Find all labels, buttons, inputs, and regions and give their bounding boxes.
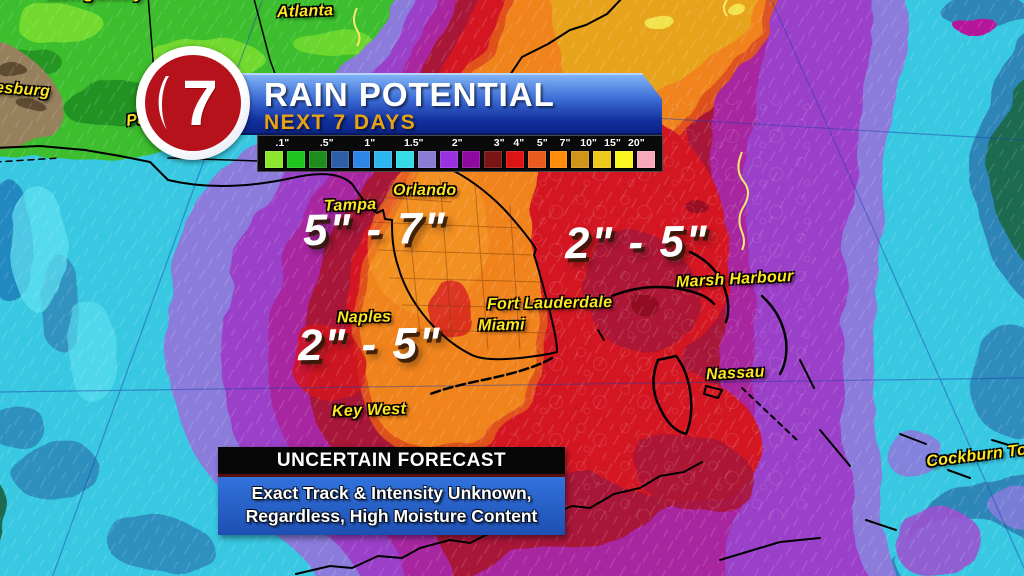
legend-swatch: [614, 150, 635, 169]
callout-line2: Regardless, High Moisture Content: [245, 506, 538, 526]
legend-label: 5": [536, 137, 548, 149]
logo-ring-icon: [145, 55, 241, 151]
callout-divider: [218, 474, 565, 477]
legend-label: 20": [628, 137, 645, 149]
map-label-orlando: Orlando: [393, 182, 457, 199]
header-banner: RAIN POTENTIAL NEXT 7 DAYS: [218, 73, 662, 135]
map-label-miami: Miami: [477, 316, 525, 335]
legend-swatch: [307, 150, 328, 169]
legend-label: .1": [275, 137, 290, 149]
amount-central-florida: 5" - 7": [302, 203, 448, 256]
rivers: [353, 0, 749, 251]
legend-swatch: [264, 150, 284, 169]
map-label-atlanta: Atlanta: [276, 2, 334, 21]
page-subtitle: NEXT 7 DAYS: [264, 111, 417, 134]
legend-swatch: [548, 150, 569, 169]
map-label-nassau: Nassau: [705, 363, 766, 384]
amount-atlantic: 2" - 5": [564, 216, 710, 269]
legend-label: 4": [513, 137, 525, 149]
legend-swatch: [570, 150, 591, 169]
legend-labels: .1" .5" 1" 1.5" 2" 3" 4" 5" 7" 10" 15" 20": [264, 137, 656, 150]
callout-body: Exact Track & Intensity Unknown, Regardl…: [218, 477, 565, 535]
callout-line1: Exact Track & Intensity Unknown,: [251, 483, 532, 503]
legend-label: 7": [559, 137, 571, 149]
legend-label: 3": [493, 137, 505, 149]
legend-swatch: [285, 150, 306, 169]
legend-label: .5": [319, 137, 334, 149]
legend-swatches: [264, 150, 657, 169]
legend-swatch: [439, 150, 460, 169]
legend-swatch: [417, 150, 438, 169]
legend-label: 1": [364, 137, 376, 149]
legend-swatch: [592, 150, 613, 169]
legend-swatch: [395, 150, 416, 169]
legend-label: 15": [604, 137, 621, 149]
map-label-key-west: Key West: [331, 400, 407, 421]
legend-swatch: [373, 150, 394, 169]
map-label-montgomery: Montgomery: [45, 0, 144, 3]
channel-7-logo: 7: [136, 46, 250, 160]
page-title: RAIN POTENTIAL: [264, 76, 555, 113]
legend-swatch: [461, 150, 481, 169]
legend-label: 2": [451, 137, 463, 149]
county-lines: [361, 177, 553, 351]
legend-label: 1.5": [403, 137, 424, 149]
amount-south-florida: 2" - 5": [297, 318, 443, 371]
legend-swatch: [329, 150, 350, 169]
legend-swatch: [504, 150, 525, 169]
legend-swatch: [526, 150, 547, 169]
precip-legend: .1" .5" 1" 1.5" 2" 3" 4" 5" 7" 10" 15" 20": [257, 135, 663, 172]
legend-swatch: [636, 150, 657, 169]
forecast-callout: UNCERTAIN FORECAST Exact Track & Intensi…: [218, 447, 565, 535]
callout-title: UNCERTAIN FORECAST: [218, 447, 565, 474]
legend-label: 10": [580, 137, 597, 149]
map-label-fort-lauderdale: Fort Lauderdale: [486, 293, 613, 314]
logo-numeral: 7: [182, 67, 218, 139]
legend-swatch: [482, 150, 503, 169]
legend-swatch: [351, 150, 372, 169]
